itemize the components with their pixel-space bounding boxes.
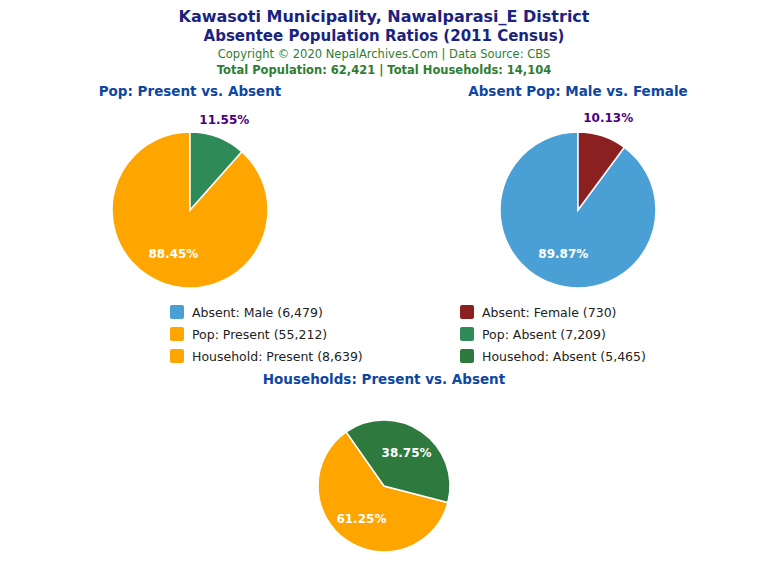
data-label: 88.45% xyxy=(148,247,198,261)
pie: Households: Present vs. Absent 61.25% 38.7… xyxy=(263,371,506,552)
legend-entry: Househod: Absent (5,465) xyxy=(482,349,646,364)
pie-slice xyxy=(578,132,624,210)
pie-slice xyxy=(112,132,268,288)
annotation: Total Population: 62,421 | Total Househo… xyxy=(217,63,551,77)
data-label: 61.25% xyxy=(336,512,386,526)
chart: Kawasoti Municipality, Nawalparasi_E Dis… xyxy=(0,0,768,576)
annotation: Copyright © 2020 NepalArchives.Com | Dat… xyxy=(218,47,550,61)
legend-swatch xyxy=(460,349,474,363)
pie-slice xyxy=(190,132,242,210)
data-label: 89.87% xyxy=(538,247,588,261)
legend-swatch xyxy=(460,327,474,341)
pie-title: Absent Pop: Male vs. Female xyxy=(468,83,687,99)
legend-swatch xyxy=(170,349,184,363)
legend-entry: Absent: Female (730) xyxy=(482,305,616,320)
legend-entry: Pop: Present (55,212) xyxy=(192,327,327,342)
pie-slice xyxy=(346,420,450,503)
pie: Pop: Present vs. Absent 88.45% 11.55% xyxy=(99,83,282,288)
legend-swatch xyxy=(170,305,184,319)
subtitle: Absentee Population Ratios (2011 Census) xyxy=(204,27,565,45)
data-label: 38.75% xyxy=(382,446,432,460)
data-label: 10.13% xyxy=(583,111,633,125)
pie-slice xyxy=(500,132,656,288)
legend-entry: Household: Present (8,639) xyxy=(192,349,363,364)
title: Kawasoti Municipality, Nawalparasi_E Dis… xyxy=(179,7,590,26)
pie: Absent Pop: Male vs. Female 89.87% 10.13% xyxy=(468,83,687,288)
legend-entry: Absent: Male (6,479) xyxy=(192,305,323,320)
pie-title: Pop: Present vs. Absent xyxy=(99,83,282,99)
legend-swatch xyxy=(460,305,474,319)
legend-swatch xyxy=(170,327,184,341)
pie-title: Households: Present vs. Absent xyxy=(263,371,506,387)
data-label: 11.55% xyxy=(199,113,249,127)
legend-entry: Pop: Absent (7,209) xyxy=(482,327,606,342)
